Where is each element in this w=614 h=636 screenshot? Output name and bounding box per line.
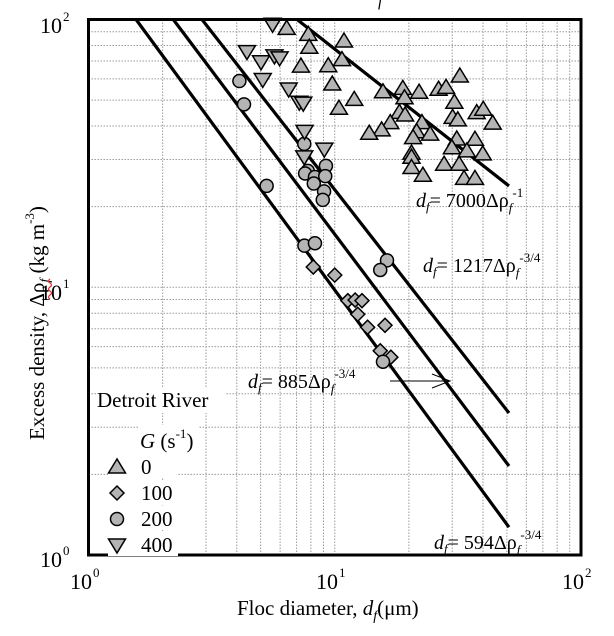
data-point-diamond: [326, 267, 343, 284]
data-point-triangle-up: [449, 66, 470, 83]
data-point-circle: [317, 168, 333, 184]
data-point-triangle-up: [434, 154, 454, 171]
line-594: [134, 18, 511, 529]
svg-text:Excess density, Δρf (kg m-3): Excess density, Δρf (kg m-3): [22, 206, 53, 440]
data-point-triangle-up: [299, 37, 320, 54]
data-point-circle: [372, 262, 388, 278]
data-point-triangle-up: [472, 144, 493, 161]
data-point-triangle-up: [371, 120, 392, 137]
data-point-circle: [306, 176, 322, 191]
data-point-circle: [236, 97, 252, 112]
data-point-diamond: [359, 319, 376, 336]
legend-marker-circle: [109, 511, 125, 527]
data-point-triangle-up: [380, 113, 401, 130]
x-tick-label-10: 101: [316, 565, 346, 594]
legend-label: 400: [141, 533, 173, 557]
data-point-triangle-up: [409, 82, 429, 99]
data-point-triangle-up: [436, 77, 456, 95]
data-point-triangle-down: [269, 51, 290, 68]
x-tick-label-100: 102: [562, 565, 592, 594]
data-point-triangle-up: [334, 31, 354, 48]
data-point-triangle-up: [291, 56, 311, 73]
clipped-title-glyph: f: [378, 0, 385, 10]
legend-marker-triangle-down: [107, 538, 127, 555]
legend-label: 0: [141, 455, 152, 479]
data-point-triangle-up: [444, 92, 465, 109]
data-point-circle: [259, 178, 274, 194]
data-point-triangle-up: [473, 99, 494, 117]
data-point-circle: [375, 354, 391, 369]
grid: [88, 19, 581, 555]
legend-marker-diamond: [108, 484, 126, 502]
data-point-triangle-down: [314, 142, 335, 159]
data-point-triangle-up: [373, 82, 393, 99]
data-point-triangle-up: [465, 168, 485, 186]
spellcheck-underline: [47, 278, 53, 300]
data-point-triangle-down: [237, 44, 257, 62]
data-point-circle: [232, 73, 247, 89]
equation-label-7000: df= 7000Δρf-1: [416, 185, 523, 215]
line-1217: [200, 18, 511, 415]
data-point-triangle-down: [251, 55, 271, 72]
data-point-triangle-down: [278, 82, 299, 99]
equation-label-1217: df= 1217Δρf-3/4: [423, 250, 541, 280]
y-tick-labels: 102 101 100: [40, 9, 70, 572]
y-tick-label-1: 100: [40, 543, 70, 572]
y-axis-label: Excess density, Δρf (kg m-3): [22, 206, 53, 440]
x-axis-label: Floc diameter, df(μm): [237, 596, 419, 624]
data-point-diamond: [349, 306, 366, 323]
data-point-circle: [307, 235, 323, 251]
data-point-triangle-down: [294, 124, 315, 141]
legend-marker-triangle-up: [107, 457, 127, 474]
data-point-triangle-up: [401, 158, 422, 175]
data-point-triangle-up: [465, 129, 485, 147]
data-point-diamond: [376, 317, 394, 334]
data-point-triangle-up: [332, 50, 352, 67]
data-point-diamond: [305, 258, 322, 276]
data-point-circle: [379, 253, 395, 268]
data-point-triangle-up: [394, 88, 415, 105]
data-point-triangle-up: [322, 74, 343, 91]
data-point-triangle-up: [420, 124, 440, 141]
data-point-triangle-down: [293, 96, 314, 113]
data-point-circle: [315, 192, 331, 208]
data-point-triangle-up: [447, 110, 468, 127]
data-point-triangle-up: [457, 141, 477, 158]
data-point-triangle-up: [395, 105, 415, 122]
data-point-triangle-up: [344, 89, 365, 107]
legend-title: Detroit River: [97, 388, 208, 412]
equation-label-594: df= 594Δρf-3/4: [434, 527, 542, 557]
data-point-triangle-up: [482, 113, 503, 130]
data-point-diamond: [353, 292, 371, 309]
data-point-triangle-up: [442, 138, 462, 155]
data-point-triangle-down: [252, 72, 273, 89]
equation-label-885: df= 885Δρf-3/4: [248, 366, 356, 396]
data-point-triangle-up: [318, 56, 339, 73]
legend-label: 100: [141, 481, 173, 505]
line-885: [172, 18, 511, 467]
legend-label: 200: [141, 507, 173, 531]
data-point-triangle-up: [276, 18, 297, 36]
data-point-triangle-down: [294, 150, 315, 167]
y-tick-label-100: 102: [40, 9, 70, 38]
data-point-triangle-up: [403, 128, 423, 145]
legend-subtitle: G (s-1): [140, 426, 193, 453]
data-point-triangle-up: [449, 154, 469, 171]
plot-frame: [87, 18, 583, 557]
data-point-triangle-up: [413, 165, 433, 182]
arrow-885: [390, 373, 452, 389]
data-point-triangle-up: [359, 123, 380, 140]
data-point-triangle-up: [329, 98, 349, 116]
x-tick-labels: 100 101 102: [70, 565, 592, 594]
x-tick-label-1: 100: [70, 565, 100, 594]
data-points: [232, 17, 503, 369]
